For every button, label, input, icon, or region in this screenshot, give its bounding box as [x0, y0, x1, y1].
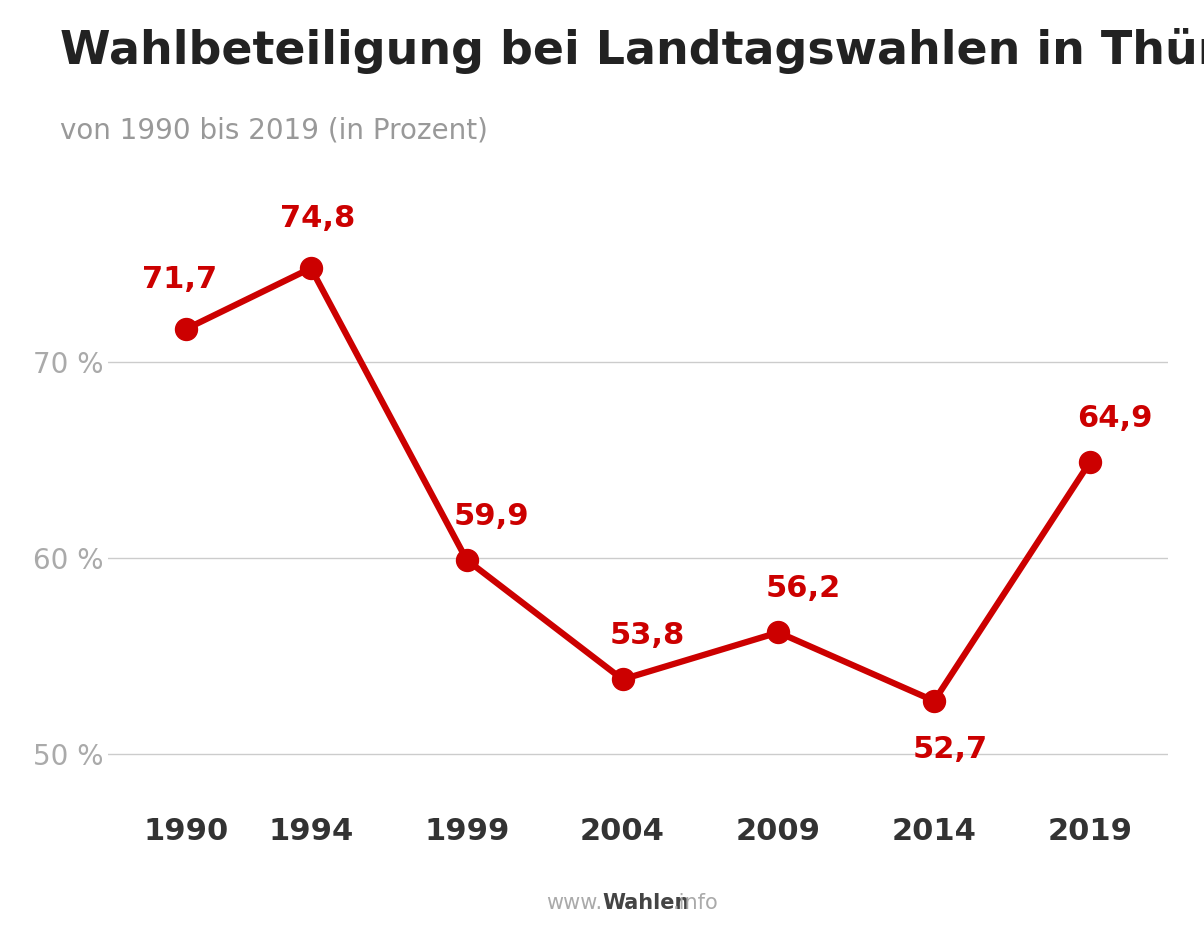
Point: [1080, 455, 1099, 470]
Text: Wahlbeteiligung bei Landtagswahlen in Thüringen: Wahlbeteiligung bei Landtagswahlen in Th…: [60, 28, 1204, 74]
Text: www.: www.: [545, 894, 602, 913]
Point: [925, 693, 944, 708]
Text: 59,9: 59,9: [454, 502, 530, 531]
Text: 74,8: 74,8: [279, 204, 355, 233]
Text: 56,2: 56,2: [766, 574, 840, 603]
Text: von 1990 bis 2019 (in Prozent): von 1990 bis 2019 (in Prozent): [60, 117, 488, 145]
Text: .info: .info: [673, 894, 719, 913]
Point: [613, 672, 632, 686]
Text: 71,7: 71,7: [142, 264, 218, 293]
Text: 52,7: 52,7: [913, 735, 987, 764]
Text: 53,8: 53,8: [610, 621, 685, 650]
Point: [768, 625, 787, 640]
Point: [177, 321, 196, 336]
Point: [458, 553, 477, 568]
Text: Wahlen: Wahlen: [602, 894, 690, 913]
Text: 64,9: 64,9: [1078, 403, 1152, 432]
Point: [301, 261, 320, 276]
